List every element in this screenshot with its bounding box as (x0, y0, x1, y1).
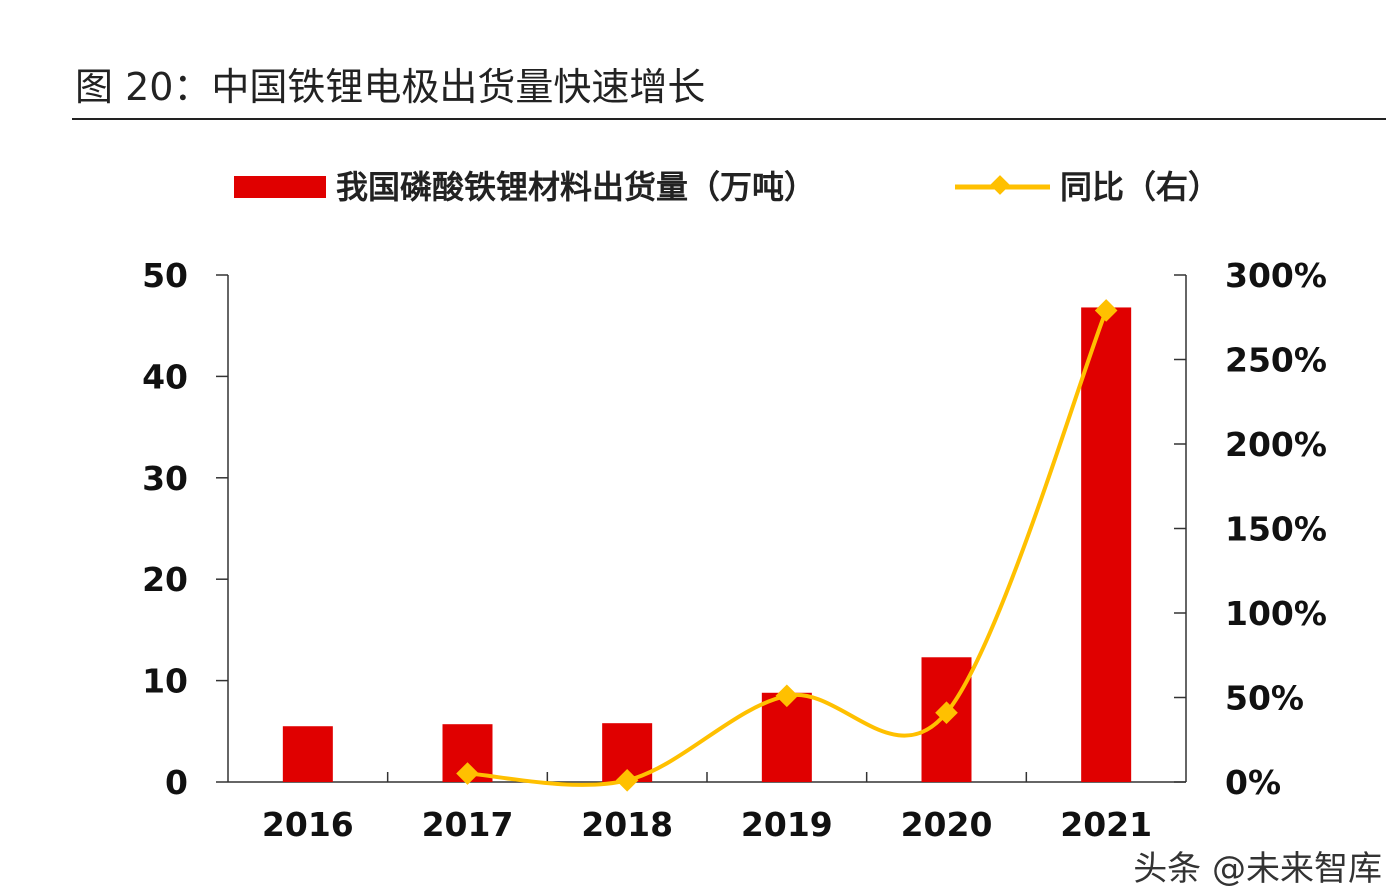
figure-title: 图 20：中国铁锂电极出货量快速增长 (75, 65, 705, 109)
yoy-line (467, 309, 1109, 787)
legend-diamond-icon (990, 175, 1010, 195)
right-tick-label: 200% (1225, 425, 1327, 464)
bar-2016 (282, 726, 333, 782)
yoy-marker (615, 768, 639, 792)
x-tick-label: 2020 (901, 805, 993, 844)
legend-bar-swatch (234, 176, 326, 198)
left-tick-label: 10 (142, 662, 188, 701)
yoy-marker (775, 684, 799, 708)
left-tick-label: 30 (142, 459, 188, 498)
left-tick-label: 20 (142, 560, 188, 599)
yoy-marker (935, 701, 958, 725)
yoy-marker (456, 762, 479, 785)
yoy-marker (1094, 299, 1118, 322)
left-tick-label: 40 (142, 357, 188, 396)
right-tick-label: 300% (1225, 256, 1327, 295)
x-tick-label: 2021 (1060, 805, 1152, 844)
watermark: 头条 @未来智库 (1133, 849, 1382, 886)
x-tick-label: 2017 (422, 805, 514, 844)
right-tick-label: 150% (1225, 510, 1327, 549)
right-tick-label: 50% (1225, 679, 1304, 718)
bar-2021 (1081, 307, 1132, 782)
legend-bar-label: 我国磷酸铁锂材料出货量（万吨） (336, 168, 816, 206)
x-tick-label: 2016 (262, 805, 354, 844)
left-tick-label: 0 (165, 763, 188, 802)
right-tick-label: 250% (1225, 341, 1327, 380)
right-tick-label: 0% (1225, 763, 1281, 802)
legend-line-label: 同比（右） (1060, 168, 1220, 206)
x-tick-label: 2019 (741, 805, 833, 844)
right-tick-label: 100% (1225, 594, 1327, 633)
left-tick-label: 50 (142, 256, 188, 295)
bar-2019 (761, 692, 812, 782)
x-tick-label: 2018 (581, 805, 673, 844)
